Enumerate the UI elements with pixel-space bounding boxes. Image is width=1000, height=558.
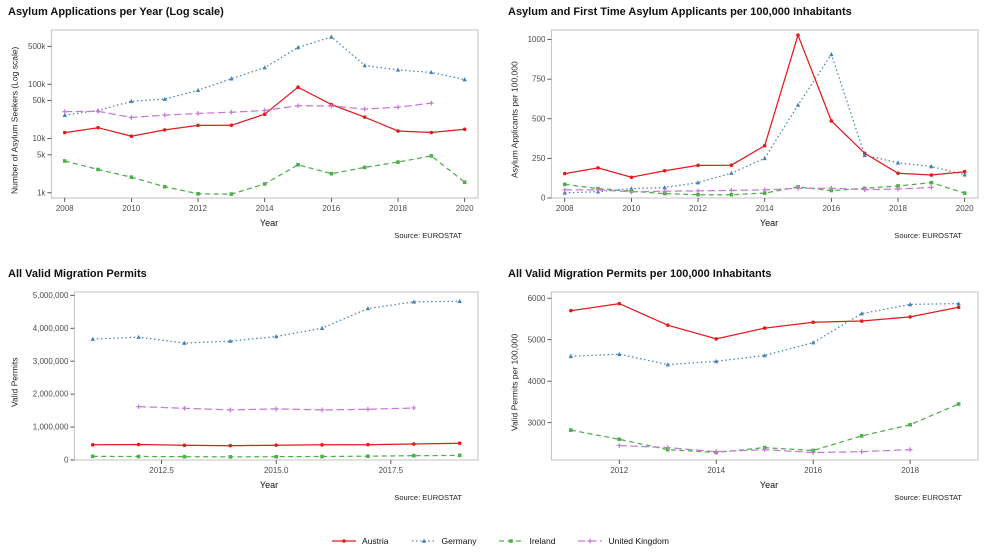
series-austria <box>90 441 462 448</box>
chart-valid-permits-per-100k: All Valid Migration Permits per 100,000 … <box>500 262 1000 524</box>
legend-key-united-kingdom-icon <box>578 538 603 544</box>
svg-text:2016: 2016 <box>804 466 822 475</box>
svg-text:500k: 500k <box>28 42 46 51</box>
svg-text:100k: 100k <box>28 80 46 89</box>
svg-text:2014: 2014 <box>256 204 274 213</box>
legend-label: Ireland <box>529 536 556 546</box>
svg-text:3,000,000: 3,000,000 <box>33 357 69 366</box>
chart-title: All Valid Migration Permits per 100,000 … <box>508 268 772 280</box>
series-united-kingdom <box>62 100 434 120</box>
legend-label: Austria <box>362 536 389 546</box>
svg-text:2018: 2018 <box>901 466 919 475</box>
legend: Austria Germany Ireland United Kingdom <box>0 524 1000 558</box>
svg-text:2012: 2012 <box>689 204 707 213</box>
chart-title: All Valid Migration Permits <box>8 268 147 280</box>
source-caption: Source: EUROSTAT <box>894 231 962 240</box>
svg-text:2008: 2008 <box>56 204 74 213</box>
plot-area: 0 1,000,000 2,000,000 3,000,000 4,000,000 5,0… <box>33 291 479 475</box>
y-axis-label: Valid Permits <box>9 357 20 407</box>
svg-text:5000: 5000 <box>528 335 546 344</box>
series-ireland <box>90 453 462 459</box>
svg-text:2008: 2008 <box>556 204 574 213</box>
svg-text:2014: 2014 <box>756 204 774 213</box>
svg-text:5k: 5k <box>37 150 46 159</box>
y-axis-label: Asylum Applicants per 100,000 <box>509 61 520 179</box>
series-germany <box>568 301 961 367</box>
legend-key-ireland-icon <box>499 539 524 543</box>
source-caption: Source: EUROSTAT <box>894 493 962 502</box>
svg-text:500: 500 <box>532 114 546 123</box>
plot-area: 0 250 500 750 1000 2008 2010 2012 2014 2016 2018 20… <box>528 29 979 213</box>
svg-text:4,000,000: 4,000,000 <box>33 324 69 333</box>
svg-text:1,000,000: 1,000,000 <box>33 423 69 432</box>
chart-asylum-applications-log: Asylum Applications per Year (Log scale)… <box>0 0 500 262</box>
svg-text:3000: 3000 <box>528 418 546 427</box>
svg-text:2012.5: 2012.5 <box>149 466 174 475</box>
svg-text:50k: 50k <box>32 96 46 105</box>
series-germany <box>62 34 467 118</box>
legend-item-germany: Germany <box>411 536 477 546</box>
svg-text:0: 0 <box>64 456 69 465</box>
plot-row: Valid Permits 0 1,000,000 2,000,000 3,000,0… <box>8 284 490 480</box>
legend-label: Germany <box>441 536 477 546</box>
svg-text:2,000,000: 2,000,000 <box>33 390 69 399</box>
series-germany <box>90 298 462 345</box>
series-united-kingdom <box>616 443 913 455</box>
plot-row: Valid Permits per 100,000 3000 4000 5000 60… <box>508 284 990 480</box>
svg-text:2010: 2010 <box>622 204 640 213</box>
y-axis-label: Valid Permits per 100,000 <box>509 333 520 431</box>
svg-text:2012: 2012 <box>189 204 207 213</box>
svg-text:2018: 2018 <box>389 204 407 213</box>
svg-text:10k: 10k <box>32 134 46 143</box>
svg-text:250: 250 <box>532 154 546 163</box>
svg-text:2017.5: 2017.5 <box>379 466 404 475</box>
chart-title: Asylum and First Time Asylum Applicants … <box>508 6 852 18</box>
x-axis-label: Year <box>259 218 279 228</box>
legend-item-ireland: Ireland <box>498 536 555 546</box>
svg-text:2016: 2016 <box>322 204 340 213</box>
svg-text:2014: 2014 <box>707 466 725 475</box>
svg-text:1000: 1000 <box>528 35 546 44</box>
svg-text:2012: 2012 <box>610 466 628 475</box>
y-axis-label: Number of Asylum Seekers (Log scale) <box>9 46 20 194</box>
source-caption: Source: EUROSTAT <box>394 493 462 502</box>
svg-text:5,000,000: 5,000,000 <box>33 291 69 300</box>
x-axis-label: Year <box>759 218 779 228</box>
chart-valid-permits: All Valid Migration Permits Valid Permit… <box>0 262 500 524</box>
svg-text:2020: 2020 <box>956 204 974 213</box>
chart-asylum-per-100k: Asylum and First Time Asylum Applicants … <box>500 0 1000 262</box>
source-caption: Source: EUROSTAT <box>394 231 462 240</box>
svg-text:2015.0: 2015.0 <box>264 466 289 475</box>
plot-row: Number of Asylum Seekers (Log scale) 1k 5… <box>8 22 490 218</box>
series-austria <box>62 85 467 139</box>
svg-text:2020: 2020 <box>456 204 474 213</box>
legend-key-austria-icon <box>332 539 357 543</box>
series-ireland <box>62 154 467 196</box>
chart-title: Asylum Applications per Year (Log scale) <box>8 6 224 18</box>
svg-text:6000: 6000 <box>528 294 546 303</box>
svg-text:750: 750 <box>532 75 546 84</box>
plot-area: 3000 4000 5000 6000 2012 2014 2016 2018 <box>528 291 979 475</box>
legend-label: United Kingdom <box>608 536 669 546</box>
series-austria <box>562 33 967 180</box>
legend-item-austria: Austria <box>331 536 389 546</box>
svg-text:4000: 4000 <box>528 377 546 386</box>
plot-area: 1k 5k 10k 50k 100k 500k 2008 2010 2012 2014 2016 20… <box>28 29 479 213</box>
legend-item-united-kingdom: United Kingdom <box>577 536 669 546</box>
plot-row: Asylum Applicants per 100,000 0 250 500 750… <box>508 22 990 218</box>
legend-key-germany-icon <box>411 538 436 543</box>
svg-text:2016: 2016 <box>822 204 840 213</box>
series-united-kingdom <box>136 404 417 413</box>
series-united-kingdom <box>562 184 934 195</box>
svg-text:2018: 2018 <box>889 204 907 213</box>
svg-text:0: 0 <box>541 194 546 203</box>
x-axis-label: Year <box>759 480 779 490</box>
svg-text:2010: 2010 <box>122 204 140 213</box>
svg-text:1k: 1k <box>37 188 46 197</box>
series-austria <box>568 301 961 341</box>
charts-grid: Asylum Applications per Year (Log scale)… <box>0 0 1000 524</box>
x-axis-label: Year <box>259 480 279 490</box>
